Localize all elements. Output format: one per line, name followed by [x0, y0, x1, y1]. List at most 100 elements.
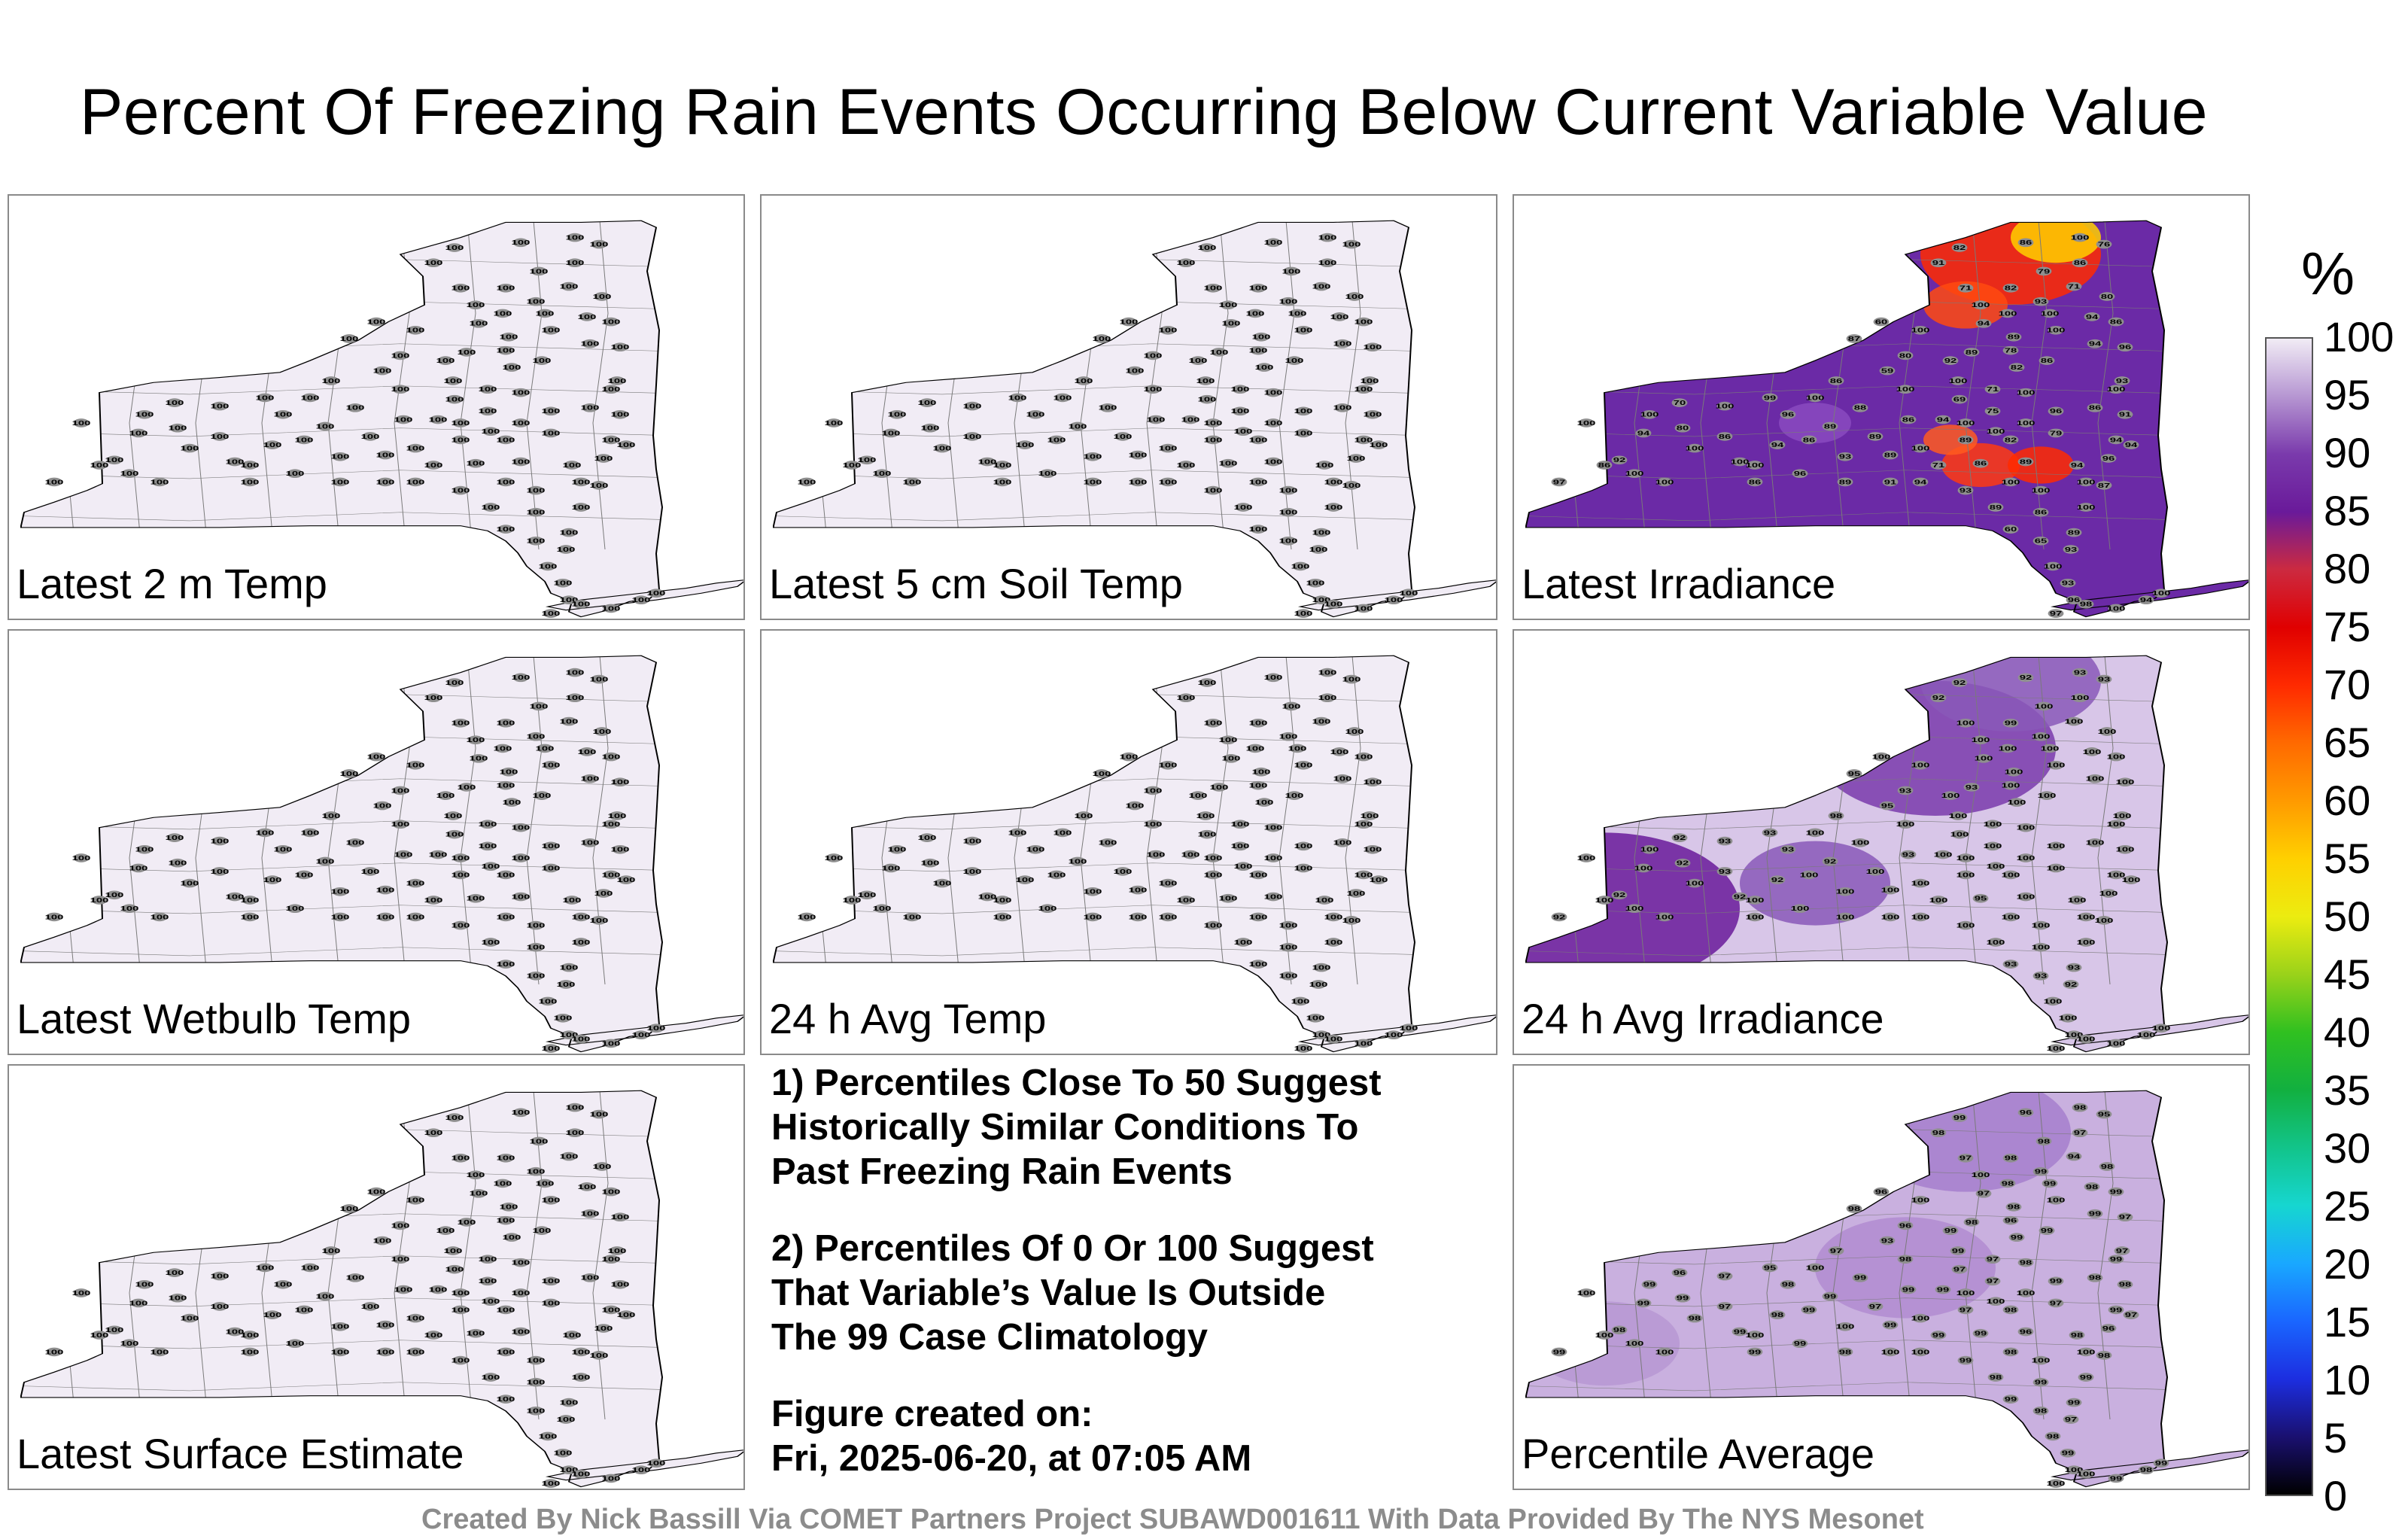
station-marker	[1313, 281, 1330, 291]
station-marker	[392, 820, 409, 829]
station-value: 94	[1914, 479, 1927, 486]
station-marker	[317, 1291, 333, 1301]
station-value: 100	[1956, 922, 1975, 929]
station-marker	[437, 791, 454, 800]
station-value: 100	[2047, 843, 2066, 850]
station-value: 100	[557, 546, 576, 553]
station-marker	[2017, 1108, 2034, 1118]
station-value: 100	[1231, 386, 1250, 394]
station-value: 100	[2071, 234, 2090, 242]
station-value: 100	[882, 865, 901, 872]
station-value: 100	[2071, 695, 2090, 702]
station-marker	[573, 912, 589, 922]
station-marker	[482, 503, 499, 512]
station-value: 100	[1282, 703, 1301, 710]
station-marker	[1732, 1327, 1748, 1337]
station-marker	[1313, 963, 1330, 972]
station-value: 100	[445, 1266, 464, 1273]
station-marker	[798, 477, 815, 487]
station-value: 100	[1950, 831, 1969, 838]
station-marker	[2096, 1109, 2112, 1119]
station-value: 100	[978, 893, 997, 901]
station-value: 86	[1975, 460, 1987, 467]
station-marker	[2099, 292, 2115, 301]
station-value: 94	[2089, 340, 2102, 348]
station-marker	[1325, 938, 1342, 947]
station-marker	[287, 469, 303, 479]
station-marker	[1807, 393, 1823, 403]
station-marker	[482, 938, 499, 947]
station-value: 93	[1966, 783, 1978, 791]
station-value: 96	[2020, 1109, 2033, 1117]
station-marker	[2017, 388, 2034, 397]
station-value: 100	[500, 768, 518, 776]
panel-label: 24 h Avg Irradiance	[1522, 995, 1884, 1042]
station-marker	[1957, 920, 1974, 930]
station-value: 99	[1803, 1306, 1816, 1314]
station-marker	[2153, 1023, 2169, 1033]
station-value: 100	[647, 1460, 666, 1468]
station-value: 100	[482, 503, 500, 511]
station-value: 100	[2107, 386, 2126, 394]
station-marker	[2033, 297, 2049, 306]
shading-patch	[1815, 1217, 1996, 1319]
station-marker	[1942, 791, 1959, 800]
station-marker	[1148, 415, 1164, 424]
station-value: 100	[2152, 1025, 2171, 1033]
station-marker	[603, 820, 619, 829]
station-value: 100	[1333, 340, 1352, 348]
station-value: 100	[274, 1281, 293, 1288]
station-marker	[2048, 1044, 2064, 1053]
station-marker	[2017, 418, 2034, 427]
station-marker	[227, 892, 243, 902]
station-value: 100	[1279, 922, 1298, 929]
station-value: 100	[394, 416, 413, 424]
figure-title: Percent Of Freezing Rain Events Occurrin…	[79, 76, 2209, 148]
station-marker	[537, 1179, 553, 1188]
station-marker	[1950, 1246, 1966, 1255]
station-marker	[874, 469, 890, 479]
station-marker	[1370, 875, 1387, 884]
station-value: 100	[1324, 503, 1343, 511]
station-value: 100	[451, 1289, 470, 1297]
station-value: 100	[512, 1289, 531, 1297]
station-marker	[2002, 477, 2019, 487]
station-marker	[1307, 1013, 1324, 1023]
station-value: 100	[424, 695, 443, 702]
station-marker	[1935, 415, 1951, 424]
station-marker	[445, 376, 461, 385]
station-marker	[1160, 477, 1176, 487]
station-marker	[470, 754, 487, 763]
station-value: 100	[331, 1349, 350, 1356]
station-value: 100	[451, 419, 470, 427]
station-value: 86	[1749, 479, 1762, 486]
station-value: 91	[1884, 479, 1897, 486]
station-value: 100	[1929, 896, 1948, 904]
station-value: 89	[2068, 529, 2081, 537]
station-value: 100	[494, 310, 512, 318]
station-marker	[919, 398, 935, 407]
station-marker	[407, 325, 424, 335]
station-value: 100	[1949, 812, 1968, 820]
station-value: 100	[1147, 851, 1166, 859]
station-marker	[825, 418, 842, 427]
station-marker	[1232, 820, 1248, 829]
station-marker	[1039, 469, 1056, 479]
station-value: 100	[1716, 403, 1735, 410]
station-value: 98	[1990, 1373, 2002, 1381]
station-value: 100	[436, 792, 455, 799]
station-value: 92	[1771, 876, 1784, 884]
station-value: 100	[479, 843, 497, 850]
station-value: 100	[1249, 960, 1268, 968]
station-value: 100	[331, 914, 350, 921]
station-value: 100	[593, 293, 612, 300]
station-marker	[1635, 1298, 1652, 1308]
station-value: 80	[1899, 352, 1912, 360]
station-value: 100	[1093, 770, 1111, 777]
station-marker	[2002, 1215, 2019, 1225]
station-value: 100	[1204, 854, 1223, 862]
station-value: 100	[451, 1357, 470, 1364]
station-value: 100	[1956, 854, 1975, 862]
station-value: 100	[1264, 458, 1283, 466]
colorbar-tick-label: 5	[2324, 1414, 2348, 1461]
